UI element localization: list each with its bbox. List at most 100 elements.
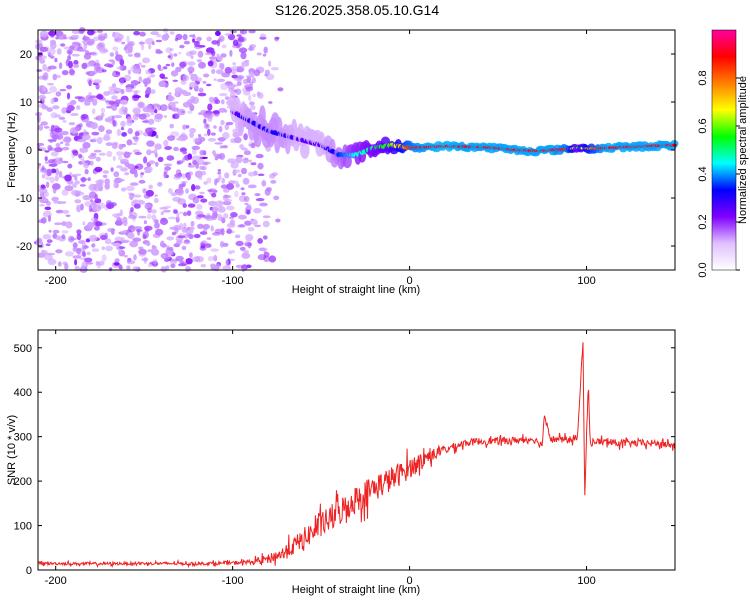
noise-blob <box>161 34 169 41</box>
noise-blob <box>83 252 87 258</box>
noise-blob <box>123 151 131 159</box>
noise-blob <box>200 109 207 116</box>
noise-blob <box>199 165 205 170</box>
noise-blob <box>116 178 125 182</box>
noise-blob <box>100 107 106 114</box>
noise-blob <box>131 211 138 220</box>
noise-blob <box>108 267 113 272</box>
noise-blob <box>207 189 214 192</box>
noise-blob <box>229 84 239 87</box>
noise-blob <box>39 46 49 53</box>
noise-blob <box>192 196 200 204</box>
noise-blob <box>68 60 73 69</box>
noise-blob <box>219 138 225 143</box>
noise-blob <box>248 29 256 34</box>
noise-blob <box>200 198 208 203</box>
noise-blob <box>210 132 216 136</box>
noise-blob <box>174 173 183 178</box>
noise-blob <box>126 116 133 124</box>
noise-blob <box>138 62 142 66</box>
noise-blob <box>93 226 100 231</box>
noise-blob <box>252 93 256 98</box>
noise-blob <box>266 187 272 192</box>
noise-blob <box>133 203 141 209</box>
noise-blob <box>207 103 213 111</box>
noise-blob <box>230 30 238 34</box>
snr-series-line <box>37 342 676 569</box>
noise-blob <box>132 113 139 121</box>
noise-blob <box>120 126 125 131</box>
spectrogram-xlabel: Height of straight line (km) <box>292 284 420 296</box>
noise-blob <box>46 107 53 112</box>
noise-blob <box>217 213 223 219</box>
noise-blob <box>168 188 173 194</box>
noise-blob <box>164 146 173 150</box>
noise-blob <box>91 248 100 253</box>
noise-blob <box>110 167 114 172</box>
noise-blob <box>213 78 217 81</box>
noise-blob <box>96 136 103 145</box>
noise-blob <box>168 92 172 95</box>
noise-blob <box>262 215 271 219</box>
noise-blob <box>176 161 181 165</box>
noise-blob <box>138 113 147 120</box>
noise-blob <box>119 65 123 70</box>
noise-blob <box>96 94 104 100</box>
noise-blob <box>250 105 256 111</box>
noise-blob <box>120 187 127 192</box>
noise-blob <box>50 112 58 119</box>
noise-blob <box>54 74 61 79</box>
noise-blob <box>95 221 103 227</box>
noise-blob <box>221 44 227 49</box>
noise-blob <box>113 181 119 189</box>
noise-blob <box>67 163 73 169</box>
noise-blob <box>253 222 259 227</box>
noise-blob <box>222 201 232 206</box>
noise-blob <box>114 258 120 263</box>
noise-blob <box>95 115 104 121</box>
noise-blob <box>61 189 69 196</box>
noise-blob <box>138 215 147 219</box>
noise-blob <box>75 265 80 269</box>
noise-blob <box>270 180 277 184</box>
noise-blob <box>262 220 270 228</box>
noise-blob <box>76 233 82 241</box>
noise-blob <box>35 112 43 117</box>
noise-blob <box>243 150 251 156</box>
noise-blob <box>210 248 219 252</box>
noise-blob <box>224 33 232 36</box>
noise-blob <box>206 83 212 87</box>
noise-blob <box>198 61 206 69</box>
colorbar-tick-label: 0.0 <box>697 262 709 277</box>
noise-blob <box>133 135 137 141</box>
noise-blob <box>187 110 193 114</box>
noise-blob <box>84 169 89 175</box>
noise-blob <box>165 265 170 270</box>
noise-blob <box>124 172 130 176</box>
noise-blob <box>61 70 69 76</box>
noise-blob <box>203 118 207 124</box>
noise-blob <box>48 229 52 233</box>
noise-blob <box>150 89 156 94</box>
noise-blob <box>48 163 58 167</box>
noise-blob <box>163 171 167 179</box>
noise-blob <box>48 159 55 163</box>
noise-blob <box>241 147 248 151</box>
noise-blob <box>59 157 63 162</box>
noise-blob <box>198 175 203 181</box>
noise-blob <box>42 199 48 202</box>
noise-blob <box>262 53 267 57</box>
noise-blob <box>157 181 163 187</box>
noise-blob <box>116 128 122 136</box>
noise-blob <box>272 172 278 177</box>
noise-blob <box>64 251 74 257</box>
noise-blob <box>144 225 153 231</box>
noise-blob <box>133 31 141 36</box>
noise-blob <box>173 243 181 248</box>
noise-blob <box>46 48 56 56</box>
spectrogram-ylabel: Frequency (Hz) <box>6 112 18 188</box>
noise-blob <box>90 51 98 57</box>
noise-blob <box>259 202 268 207</box>
noise-blob <box>112 71 117 76</box>
noise-blob <box>197 45 206 48</box>
